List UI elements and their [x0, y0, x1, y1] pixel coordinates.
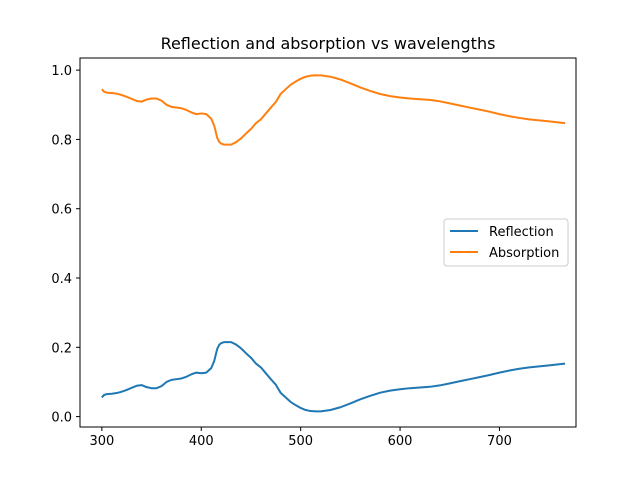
- x-tick-label: 600: [388, 434, 413, 449]
- legend: Reflection Absorption: [443, 218, 569, 267]
- x-tick-label: 700: [487, 434, 512, 449]
- chart-title: Reflection and absorption vs wavelengths: [161, 34, 496, 53]
- legend-label-reflection: Reflection: [489, 225, 554, 240]
- x-tick-label: 400: [189, 434, 214, 449]
- series-line-reflection: [101, 341, 566, 413]
- y-tick-label: 0.6: [51, 203, 72, 218]
- y-tick-label: 0.0: [51, 411, 72, 426]
- y-tick-label: 0.2: [51, 341, 72, 356]
- y-tick-label: 0.4: [51, 272, 72, 287]
- x-tick-label: 300: [89, 434, 114, 449]
- ticks-layer: 300 400 500 600 700 0.0 0.2 0.4 0.6 0.8 1.0: [51, 64, 512, 449]
- plot-frame: [79, 57, 577, 428]
- y-tick-label: 1.0: [51, 64, 72, 79]
- legend-label-absorption: Absorption: [489, 246, 559, 261]
- x-tick-label: 500: [288, 434, 313, 449]
- series-line-absorption: [101, 74, 566, 146]
- series-layer: [101, 74, 566, 413]
- y-tick-label: 0.8: [51, 133, 72, 148]
